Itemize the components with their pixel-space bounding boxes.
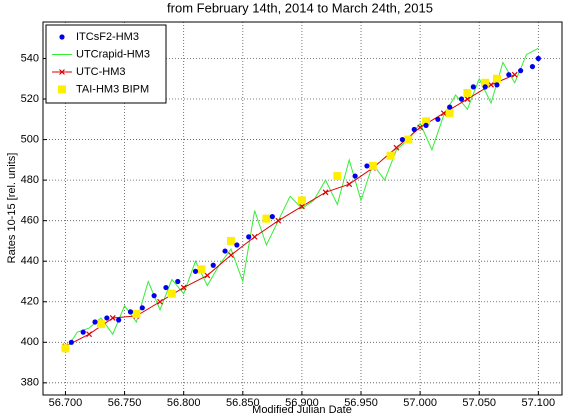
point — [352, 173, 358, 179]
point — [481, 78, 490, 87]
y-tick-label: 500 — [21, 133, 39, 145]
point — [139, 305, 145, 311]
legend-marker — [59, 34, 65, 40]
chart-subtitle: from February 14th, 2014 to March 24th, … — [167, 0, 433, 15]
point — [163, 284, 169, 291]
point — [151, 293, 157, 299]
point — [447, 104, 453, 110]
point — [234, 242, 240, 248]
x-tick-label: 56.950 — [344, 397, 378, 409]
point — [368, 161, 377, 170]
point — [127, 309, 134, 315]
y-axis-label: Rates 10-15 [rel. units] — [6, 153, 18, 264]
point — [80, 329, 86, 335]
x-tick-label: 56.900 — [285, 397, 319, 409]
point — [269, 214, 275, 220]
point — [228, 252, 234, 259]
point — [404, 135, 413, 144]
y-tick-label: 400 — [21, 336, 39, 348]
y-tick-label: 540 — [21, 52, 39, 64]
y-tick-label: 520 — [21, 93, 39, 105]
point — [386, 151, 395, 160]
point — [180, 284, 187, 291]
y-tick-label: 480 — [21, 174, 39, 186]
point — [132, 309, 141, 318]
point — [346, 181, 353, 188]
point — [423, 122, 429, 128]
x-tick-label: 57.100 — [522, 397, 556, 409]
point — [458, 96, 465, 102]
point — [333, 172, 342, 181]
x-tick-label: 57.050 — [462, 397, 496, 409]
point — [417, 124, 424, 131]
point — [210, 262, 216, 268]
point — [492, 74, 501, 83]
y-tick-label: 380 — [21, 377, 39, 389]
point — [262, 214, 271, 223]
x-tick-label: 56.700 — [49, 397, 83, 409]
point — [364, 163, 370, 169]
point — [463, 88, 472, 97]
point — [506, 72, 512, 78]
point — [488, 81, 494, 88]
point — [204, 272, 211, 279]
legend-label: TAI-HM3 BIPM — [76, 83, 149, 95]
point — [197, 265, 206, 274]
x-tick-label: 56.800 — [167, 397, 201, 409]
legend-marker — [59, 69, 65, 75]
point — [435, 116, 441, 122]
point — [96, 320, 105, 329]
legend-label: ITCsF2-HM3 — [76, 31, 139, 43]
point — [109, 315, 116, 321]
point — [157, 298, 163, 305]
point — [298, 203, 305, 210]
y-tick-label: 420 — [21, 296, 39, 308]
point — [494, 82, 500, 88]
point — [445, 109, 454, 118]
point — [251, 233, 258, 240]
point — [422, 117, 431, 126]
point — [511, 71, 518, 78]
x-tick-label: 57.000 — [403, 397, 437, 409]
x-tick-label: 56.750 — [108, 397, 142, 409]
point — [297, 196, 306, 205]
point — [116, 317, 122, 323]
point — [535, 55, 541, 62]
point — [275, 217, 282, 224]
point — [399, 136, 405, 143]
point — [104, 315, 110, 321]
point — [68, 339, 74, 345]
point — [61, 344, 70, 353]
point — [529, 63, 536, 70]
point — [464, 96, 471, 102]
legend-marker — [58, 85, 66, 94]
point — [411, 126, 417, 133]
point — [86, 331, 93, 338]
point — [175, 278, 181, 285]
legend-label: UTCrapid-HM3 — [76, 48, 150, 60]
point — [322, 189, 329, 196]
y-tick-label: 440 — [21, 255, 39, 267]
point — [192, 268, 199, 274]
point — [393, 144, 400, 151]
point — [167, 289, 176, 298]
y-tick-label: 460 — [21, 215, 39, 227]
legend-label: UTC-HM3 — [76, 66, 126, 78]
point — [222, 248, 228, 254]
x-axis-label: Modified Julian Date — [252, 404, 352, 416]
point — [440, 110, 447, 117]
point — [470, 84, 476, 90]
point — [518, 68, 524, 74]
point — [226, 236, 235, 245]
point — [482, 84, 488, 90]
x-tick-label: 56.850 — [226, 397, 260, 409]
point — [246, 234, 252, 240]
point — [92, 319, 98, 325]
plot-frame — [42, 21, 563, 396]
